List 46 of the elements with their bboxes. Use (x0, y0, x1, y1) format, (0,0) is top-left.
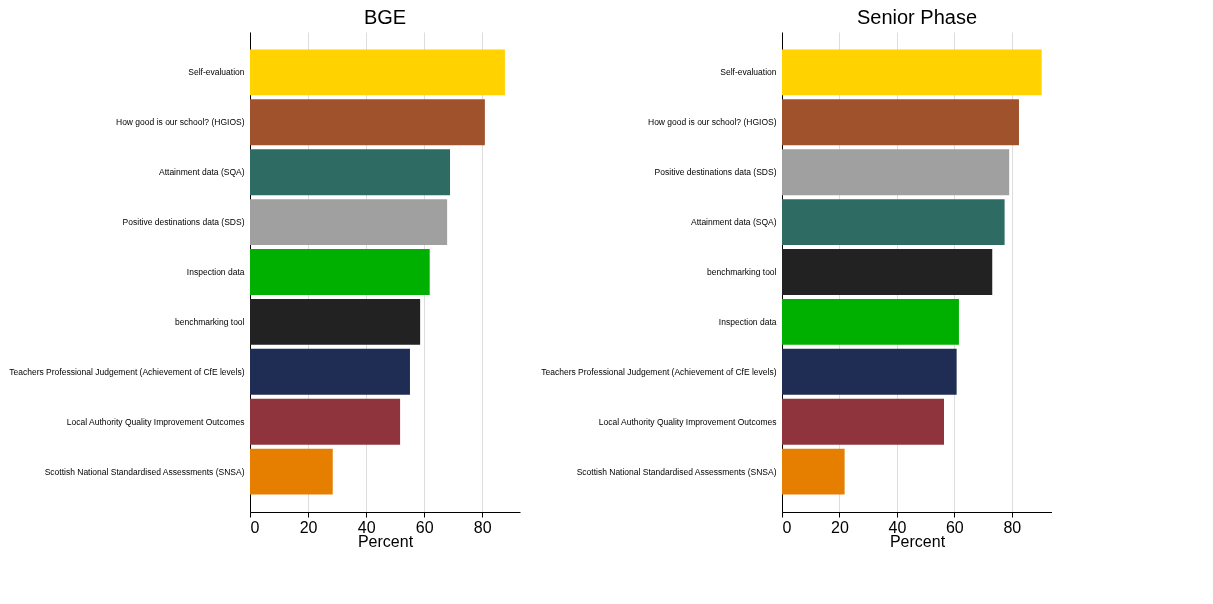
bar (782, 199, 1005, 246)
x-tick-label: 80 (473, 518, 492, 536)
y-tick-label: Inspection data (186, 267, 245, 277)
x-tick-label: 20 (831, 518, 849, 536)
y-tick-label: benchmarking tool (175, 316, 245, 327)
y-tick-label: Inspection data (718, 316, 777, 327)
y-tick-label: benchmarking tool (707, 267, 777, 277)
x-tick-label: 20 (299, 518, 318, 536)
y-tick-label: Self-evaluation (188, 67, 245, 78)
bar (250, 298, 421, 345)
y-tick-label: Attainment data (SQA) (158, 167, 245, 178)
chart-title: BGE (363, 6, 407, 28)
bar (782, 99, 1019, 146)
bar (250, 398, 401, 445)
y-tick-label: Self-evaluation (720, 67, 777, 78)
y-tick-label: Attainment data (SQA) (690, 217, 777, 228)
bar (782, 298, 959, 345)
bar (250, 199, 448, 246)
bar (250, 49, 505, 96)
y-tick-label: Scottish National Standardised Assessments (SNSA) (44, 466, 245, 477)
y-tick-label: Teachers Professional Judgement (Achievement of CfE levels) (9, 366, 245, 377)
bar (782, 49, 1042, 96)
x-tick-label: 80 (1003, 518, 1022, 536)
y-tick-label: Positive destinations data (SDS) (654, 167, 777, 178)
bar (782, 398, 944, 445)
x-tick-label: 60 (945, 518, 964, 536)
y-tick-label: How good is our school? (HGIOS) (648, 117, 777, 128)
bar (250, 448, 333, 495)
bar (250, 149, 451, 196)
x-tick-label: 0 (250, 518, 260, 536)
bar (782, 448, 845, 495)
chart-title: Senior Phase (856, 6, 978, 28)
bar (250, 249, 430, 295)
y-tick-label: How good is our school? (HGIOS) (116, 117, 245, 128)
y-tick-label: Local Authority Quality Improvement Outcomes (598, 416, 777, 427)
bar (782, 348, 957, 395)
x-tick-label: 60 (415, 518, 434, 536)
y-tick-label: Scottish National Standardised Assessments (SNSA) (576, 466, 777, 477)
x-tick-label: 0 (782, 518, 792, 536)
y-tick-label: Local Authority Quality Improvement Outcomes (66, 416, 245, 427)
y-tick-label: Teachers Professional Judgement (Achievement of CfE levels) (541, 366, 777, 377)
bar (782, 149, 1010, 196)
bar (782, 249, 993, 295)
bar (250, 348, 410, 395)
y-tick-label: Positive destinations data (SDS) (122, 217, 245, 228)
bar (250, 99, 485, 146)
